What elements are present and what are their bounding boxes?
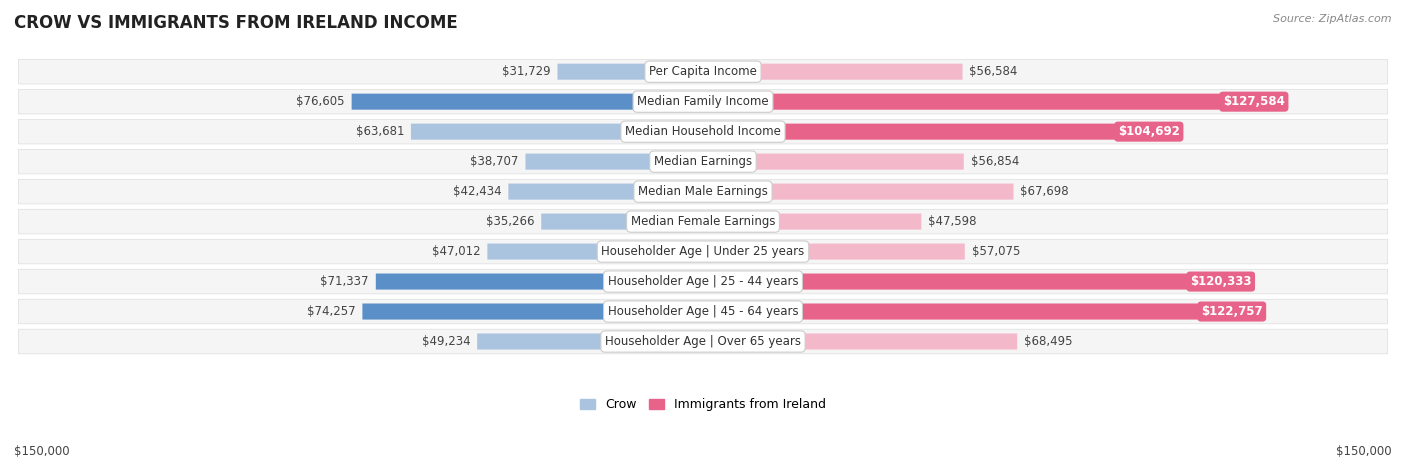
Legend: Crow, Immigrants from Ireland: Crow, Immigrants from Ireland xyxy=(575,394,831,417)
Text: Median Female Earnings: Median Female Earnings xyxy=(631,215,775,228)
Text: Median Earnings: Median Earnings xyxy=(654,155,752,168)
Text: $68,495: $68,495 xyxy=(1024,335,1073,348)
FancyBboxPatch shape xyxy=(703,274,1256,290)
Text: $31,729: $31,729 xyxy=(502,65,551,78)
FancyBboxPatch shape xyxy=(488,243,703,260)
FancyBboxPatch shape xyxy=(541,213,703,230)
Text: Householder Age | Under 25 years: Householder Age | Under 25 years xyxy=(602,245,804,258)
Text: $57,075: $57,075 xyxy=(972,245,1019,258)
Text: Householder Age | 25 - 44 years: Householder Age | 25 - 44 years xyxy=(607,275,799,288)
Text: $42,434: $42,434 xyxy=(453,185,502,198)
Text: $67,698: $67,698 xyxy=(1021,185,1069,198)
Text: Householder Age | Over 65 years: Householder Age | Over 65 years xyxy=(605,335,801,348)
FancyBboxPatch shape xyxy=(363,304,703,319)
Text: $74,257: $74,257 xyxy=(307,305,356,318)
Text: Householder Age | 45 - 64 years: Householder Age | 45 - 64 years xyxy=(607,305,799,318)
Text: $122,757: $122,757 xyxy=(1201,305,1263,318)
Text: $56,584: $56,584 xyxy=(969,65,1018,78)
FancyBboxPatch shape xyxy=(18,89,1388,114)
Text: Per Capita Income: Per Capita Income xyxy=(650,65,756,78)
Text: Median Family Income: Median Family Income xyxy=(637,95,769,108)
FancyBboxPatch shape xyxy=(18,299,1388,324)
FancyBboxPatch shape xyxy=(18,59,1388,84)
FancyBboxPatch shape xyxy=(703,93,1288,110)
FancyBboxPatch shape xyxy=(411,124,703,140)
Text: $47,012: $47,012 xyxy=(432,245,481,258)
FancyBboxPatch shape xyxy=(18,179,1388,204)
Text: CROW VS IMMIGRANTS FROM IRELAND INCOME: CROW VS IMMIGRANTS FROM IRELAND INCOME xyxy=(14,14,458,32)
Text: Median Male Earnings: Median Male Earnings xyxy=(638,185,768,198)
Text: $104,692: $104,692 xyxy=(1118,125,1180,138)
Text: $150,000: $150,000 xyxy=(14,445,70,458)
Text: $38,707: $38,707 xyxy=(470,155,519,168)
Text: $56,854: $56,854 xyxy=(970,155,1019,168)
Text: $71,337: $71,337 xyxy=(321,275,368,288)
FancyBboxPatch shape xyxy=(375,274,703,290)
FancyBboxPatch shape xyxy=(477,333,703,350)
FancyBboxPatch shape xyxy=(703,64,963,80)
FancyBboxPatch shape xyxy=(703,243,965,260)
FancyBboxPatch shape xyxy=(703,184,1014,199)
Text: $63,681: $63,681 xyxy=(356,125,404,138)
FancyBboxPatch shape xyxy=(18,209,1388,234)
FancyBboxPatch shape xyxy=(18,149,1388,174)
FancyBboxPatch shape xyxy=(557,64,703,80)
FancyBboxPatch shape xyxy=(526,154,703,170)
FancyBboxPatch shape xyxy=(703,124,1184,140)
Text: $150,000: $150,000 xyxy=(1336,445,1392,458)
FancyBboxPatch shape xyxy=(703,154,963,170)
FancyBboxPatch shape xyxy=(18,269,1388,294)
FancyBboxPatch shape xyxy=(18,329,1388,354)
Text: Source: ZipAtlas.com: Source: ZipAtlas.com xyxy=(1274,14,1392,24)
FancyBboxPatch shape xyxy=(352,93,703,110)
Text: $35,266: $35,266 xyxy=(486,215,534,228)
FancyBboxPatch shape xyxy=(703,213,921,230)
Text: $49,234: $49,234 xyxy=(422,335,470,348)
Text: $47,598: $47,598 xyxy=(928,215,977,228)
FancyBboxPatch shape xyxy=(703,304,1265,319)
Text: Median Household Income: Median Household Income xyxy=(626,125,780,138)
FancyBboxPatch shape xyxy=(18,120,1388,144)
Text: $76,605: $76,605 xyxy=(297,95,344,108)
Text: $120,333: $120,333 xyxy=(1189,275,1251,288)
FancyBboxPatch shape xyxy=(509,184,703,199)
FancyBboxPatch shape xyxy=(18,239,1388,264)
Text: $127,584: $127,584 xyxy=(1223,95,1285,108)
FancyBboxPatch shape xyxy=(703,333,1017,350)
